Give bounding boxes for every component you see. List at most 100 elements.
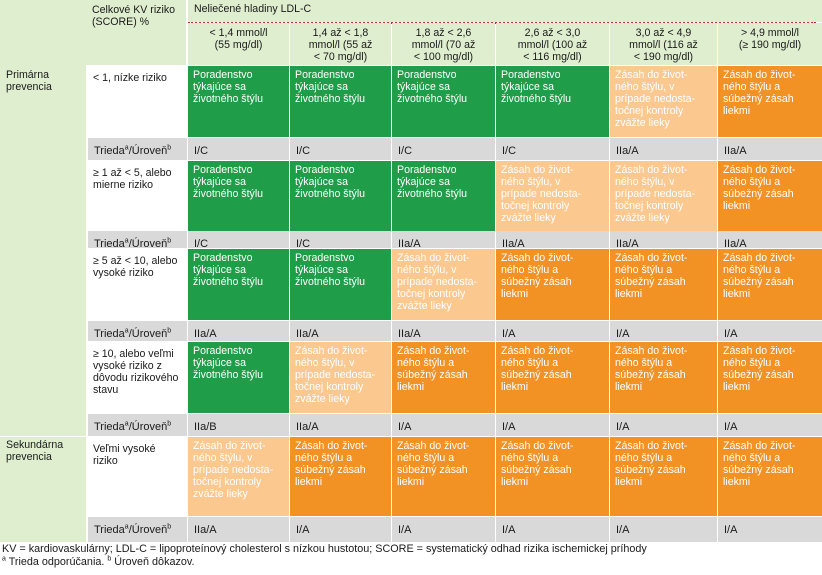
- recommendation-cell: Poradenstvo týkajúce sa životného štýlu: [188, 249, 289, 320]
- grade-cell: I/C: [290, 231, 391, 248]
- recommendation-cell: Zásah do život- ného štýlu, v prípade ne…: [290, 342, 391, 413]
- group-primary-prevention: [0, 0, 86, 66]
- recommendation-cell: Zásah do život- ného štýlu a súbežný zás…: [610, 437, 717, 516]
- class-sup-b: b: [167, 144, 172, 152]
- class-text: Trieda: [94, 238, 125, 248]
- recommendation-cell: Poradenstvo týkajúce sa životného štýlu: [392, 66, 495, 137]
- grade-cell: IIa/A: [188, 321, 289, 341]
- ldl-level-header: 2,6 až < 3,0 mmol/l (100 až < 116 mg/dl): [496, 23, 609, 65]
- ldl-level-header: 1,4 až < 1,8 mmol/l (55 až < 70 mg/dl): [290, 23, 391, 65]
- recommendation-cell: Poradenstvo týkajúce sa životného štýlu: [496, 66, 609, 137]
- grade-cell: IIa/A: [188, 517, 289, 542]
- abbreviations-line: KV = kardiovaskulárny; LDL-C = lipoprote…: [2, 543, 647, 555]
- risk-category-label: ≥ 5 až < 10, alebo vysoké riziko: [88, 249, 187, 320]
- recommendation-cell: Zásah do život- ného štýlu a súbežný zás…: [718, 249, 822, 320]
- class-level-label: Triedaa/Úroveňb: [88, 517, 187, 542]
- grade-cell: IIa/A: [392, 321, 495, 341]
- level-text: /Úroveň: [128, 328, 168, 340]
- grade-cell: I/A: [718, 414, 822, 436]
- group-label-primary: Primárna prevencia: [0, 66, 86, 436]
- ldl-levels-title: Neliečené hladiny LDL-C: [188, 0, 822, 22]
- grade-cell: I/A: [496, 414, 609, 436]
- grade-cell: I/A: [392, 517, 495, 542]
- grade-cell: I/A: [496, 321, 609, 341]
- risk-category-label: ≥ 10, alebo veľmi vysoké riziko z dôvodu…: [88, 342, 187, 413]
- class-sup-a: a: [124, 523, 129, 531]
- recommendation-cell: Zásah do život- ného štýlu a súbežný zás…: [718, 161, 822, 232]
- class-sup-a: a: [124, 237, 129, 245]
- level-text: /Úroveň: [128, 238, 168, 248]
- grade-cell: IIa/A: [392, 231, 495, 248]
- class-sup-b: b: [167, 420, 172, 428]
- recommendation-cell: Poradenstvo týkajúce sa životného štýlu: [188, 161, 289, 232]
- level-text: /Úroveň: [128, 524, 168, 536]
- grade-cell: I/C: [392, 138, 495, 160]
- grade-cell: IIa/A: [718, 231, 822, 248]
- recommendation-cell: Poradenstvo týkajúce sa životného štýlu: [188, 66, 289, 137]
- recommendation-cell: Zásah do život- ného štýlu a súbežný zás…: [392, 342, 495, 413]
- grade-cell: I/A: [718, 321, 822, 341]
- recommendation-cell: Zásah do život- ného štýlu a súbežný zás…: [610, 249, 717, 320]
- risk-column-header: Celkové KV riziko (SCORE) %: [86, 0, 186, 65]
- grade-cell: I/A: [610, 414, 717, 436]
- recommendation-cell: Zásah do život- ného štýlu, v prípade ne…: [496, 161, 609, 232]
- grade-cell: IIa/A: [290, 414, 391, 436]
- class-level-label: Triedaa/Úroveňb: [88, 231, 187, 248]
- recommendation-cell: Zásah do život- ného štýlu a súbežný zás…: [718, 66, 822, 137]
- grade-cell: I/A: [496, 517, 609, 542]
- class-level-label: Triedaa/Úroveňb: [88, 414, 187, 436]
- level-text: /Úroveň: [128, 145, 168, 157]
- grade-cell: IIa/A: [610, 231, 717, 248]
- recommendation-cell: Zásah do život- ného štýlu a súbežný zás…: [718, 437, 822, 516]
- ldl-level-header: > 4,9 mmol/l (≥ 190 mg/dl): [718, 23, 822, 65]
- footnote-a-text: Trieda odporúčania.: [5, 556, 108, 568]
- grade-cell: I/A: [290, 517, 391, 542]
- recommendation-cell: Zásah do život- ného štýlu a súbežný zás…: [290, 437, 391, 516]
- recommendation-cell: Zásah do život- ného štýlu a súbežný zás…: [496, 437, 609, 516]
- grade-cell: IIa/A: [290, 321, 391, 341]
- recommendation-cell: Poradenstvo týkajúce sa životného štýlu: [188, 342, 289, 413]
- grade-cell: I/C: [290, 138, 391, 160]
- footnote-b-text: Úroveň dôkazov.: [111, 556, 195, 568]
- class-sup-a: a: [124, 144, 129, 152]
- class-sup-a: a: [124, 327, 129, 335]
- recommendation-cell: Zásah do život- ného štýlu a súbežný zás…: [496, 249, 609, 320]
- level-text: /Úroveň: [128, 421, 168, 433]
- ldl-level-header: 1,8 až < 2,6 mmol/l (70 až < 100 mg/dl): [392, 23, 495, 65]
- risk-category-label: < 1, nízke riziko: [88, 66, 187, 137]
- group-label-secondary: Sekundárna prevencia: [0, 437, 86, 542]
- recommendation-cell: Poradenstvo týkajúce sa životného štýlu: [290, 161, 391, 232]
- recommendation-cell: Zásah do život- ného štýlu, v prípade ne…: [610, 161, 717, 232]
- class-text: Trieda: [94, 328, 125, 340]
- class-text: Trieda: [94, 421, 125, 433]
- risk-category-label: Veľmi vysoké riziko: [88, 437, 187, 516]
- class-text: Trieda: [94, 524, 125, 536]
- class-sup-a: a: [124, 420, 129, 428]
- grade-cell: I/C: [188, 138, 289, 160]
- class-text: Trieda: [94, 145, 125, 157]
- recommendation-cell: Zásah do život- ného štýlu, v prípade ne…: [610, 66, 717, 137]
- class-sup-b: b: [167, 237, 172, 245]
- class-sup-b: b: [167, 523, 172, 531]
- recommendation-cell: Zásah do život- ného štýlu a súbežný zás…: [392, 437, 495, 516]
- grade-cell: IIa/A: [718, 138, 822, 160]
- class-sup-b: b: [167, 327, 172, 335]
- recommendation-cell: Zásah do život- ného štýlu a súbežný zás…: [718, 342, 822, 413]
- footnote-a-marker: a: [2, 555, 6, 563]
- recommendation-cell: Zásah do život- ného štýlu, v prípade ne…: [392, 249, 495, 320]
- grade-cell: I/C: [188, 231, 289, 248]
- recommendation-cell: Poradenstvo týkajúce sa životného štýlu: [290, 66, 391, 137]
- recommendation-cell: Poradenstvo týkajúce sa životného štýlu: [290, 249, 391, 320]
- grade-cell: I/C: [496, 138, 609, 160]
- recommendation-cell: Zásah do život- ného štýlu a súbežný zás…: [496, 342, 609, 413]
- grade-cell: IIa/A: [496, 231, 609, 248]
- grade-cell: I/A: [392, 414, 495, 436]
- table-footnotes: KV = kardiovaskulárny; LDL-C = lipoprote…: [2, 543, 820, 569]
- recommendation-cell: Zásah do život- ného štýlu a súbežný zás…: [610, 342, 717, 413]
- ldl-level-header: < 1,4 mmol/l (55 mg/dl): [188, 23, 289, 65]
- class-level-label: Triedaa/Úroveňb: [88, 321, 187, 341]
- recommendation-cell: Zásah do život- ného štýlu, v prípade ne…: [188, 437, 289, 516]
- risk-category-label: ≥ 1 až < 5, alebo mierne riziko: [88, 161, 187, 232]
- grade-cell: I/A: [610, 321, 717, 341]
- grade-cell: IIa/A: [610, 138, 717, 160]
